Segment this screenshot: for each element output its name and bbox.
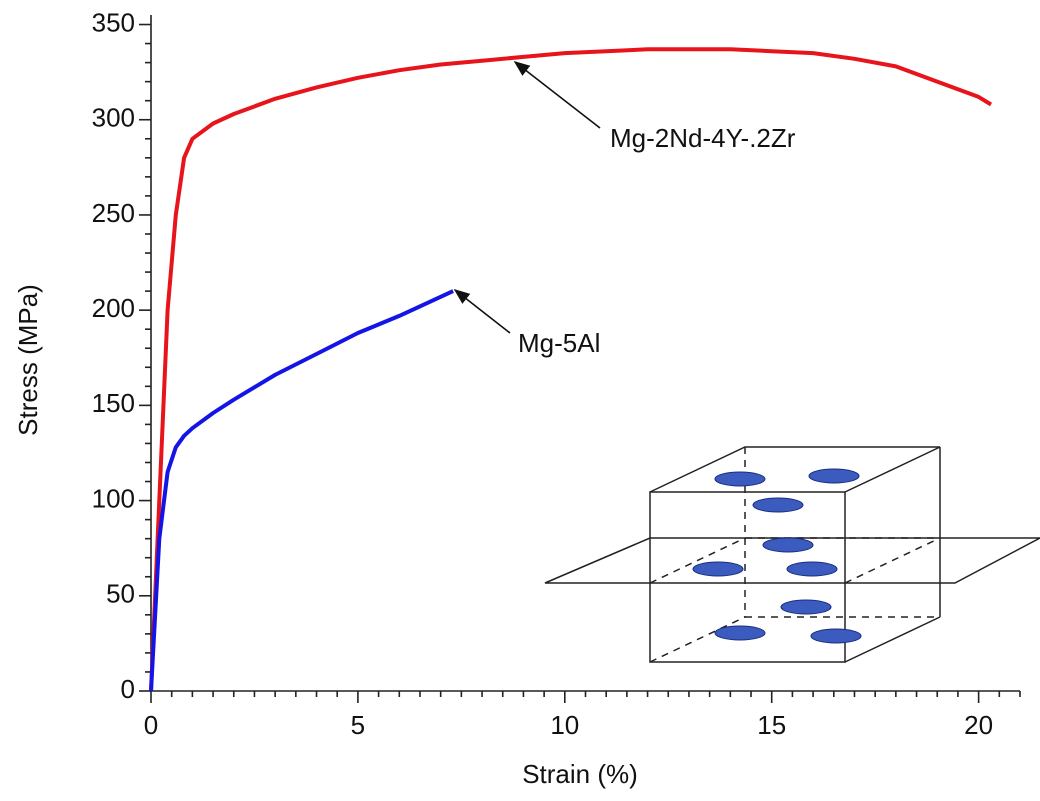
x-tick-label: 15 <box>757 710 786 740</box>
y-tick-label: 350 <box>92 7 135 37</box>
annotation-arrow <box>453 289 511 334</box>
inset-diagram <box>544 446 1040 663</box>
y-tick-label: 100 <box>92 483 135 513</box>
annotation-arrow <box>513 61 601 129</box>
y-tick-label: 50 <box>106 579 135 609</box>
y-tick-label: 300 <box>92 103 135 133</box>
y-tick-label: 0 <box>121 674 135 704</box>
y-tick-label: 250 <box>92 198 135 228</box>
series-line <box>149 47 993 692</box>
y-tick-label: 150 <box>92 388 135 418</box>
annotation: Mg-5Al <box>518 328 600 358</box>
y-tick-label: 200 <box>92 293 135 323</box>
x-tick-label: 20 <box>964 710 993 740</box>
annotation: Mg-2Nd-4Y-.2Zr <box>610 123 796 153</box>
series-line <box>149 289 454 692</box>
x-tick-label: 5 <box>351 710 365 740</box>
x-tick-label: 10 <box>550 710 579 740</box>
x-tick-label: 0 <box>144 710 158 740</box>
x-axis-label: Strain (%) <box>522 759 638 789</box>
y-axis-label: Stress (MPa) <box>13 284 43 436</box>
